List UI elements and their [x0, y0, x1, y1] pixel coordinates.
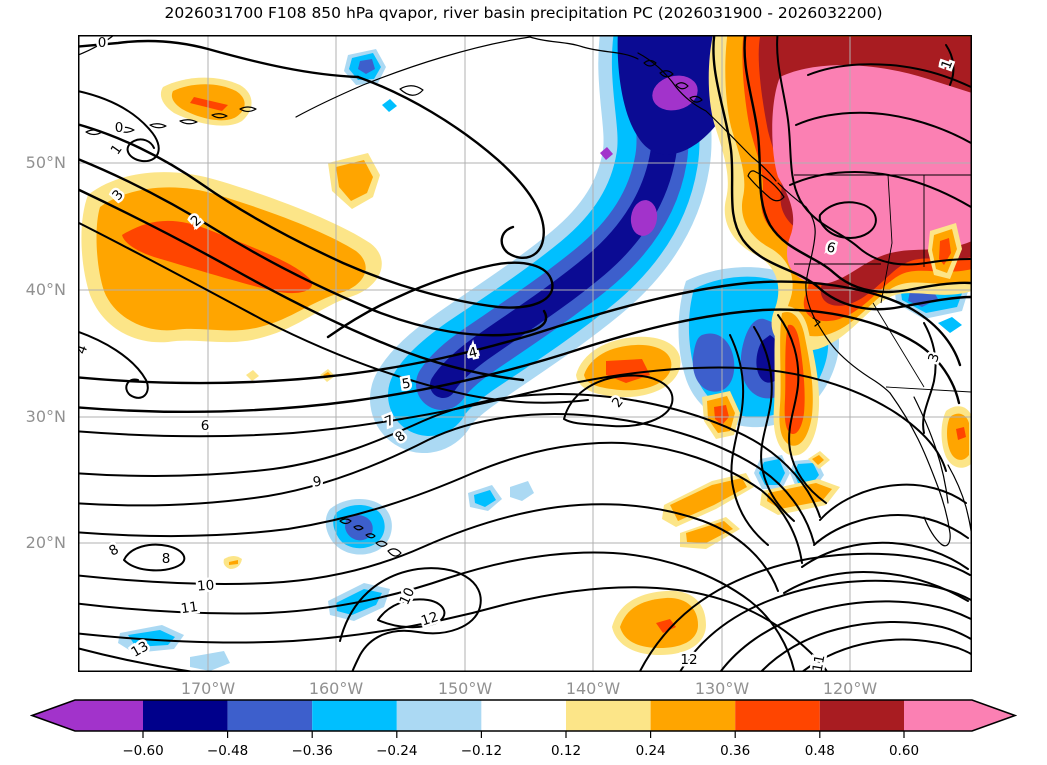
svg-text:0.60: 0.60 — [889, 743, 919, 759]
svg-text:11: 11 — [810, 653, 829, 672]
colorbar-seg-4 — [396, 700, 482, 731]
svg-text:0: 0 — [98, 35, 107, 51]
svg-text:12: 12 — [680, 652, 697, 668]
svg-text:6: 6 — [201, 418, 210, 434]
colorbar-seg-1 — [143, 700, 228, 731]
svg-text:8: 8 — [162, 551, 171, 567]
svg-text:9: 9 — [312, 473, 323, 490]
x-tick-150W: 150°W — [437, 679, 493, 698]
x-tick-160W: 160°W — [308, 679, 364, 698]
x-tick-130W: 130°W — [694, 679, 750, 698]
plot-title: 2026031700 F108 850 hPa qvapor, river ba… — [164, 4, 883, 22]
svg-text:1: 1 — [108, 142, 126, 158]
svg-text:0.36: 0.36 — [720, 743, 750, 759]
svg-text:−0.12: −0.12 — [461, 743, 502, 759]
colorbar-under-arrow — [32, 700, 143, 731]
colorbar-ticks — [142, 731, 905, 738]
colorbar-seg-2 — [227, 700, 313, 731]
svg-text:−0.36: −0.36 — [292, 743, 333, 759]
svg-text:12: 12 — [419, 609, 440, 630]
svg-text:0.12: 0.12 — [551, 743, 581, 759]
svg-text:11: 11 — [180, 599, 199, 617]
x-tick-120W: 120°W — [822, 679, 878, 698]
x-tick-170W: 170°W — [180, 679, 236, 698]
map-frame — [78, 35, 972, 672]
qvapor-contours — [78, 35, 972, 672]
y-tick-30N: 30°N — [25, 407, 66, 426]
svg-text:10: 10 — [197, 577, 215, 594]
y-tick-40N: 40°N — [25, 280, 66, 299]
svg-text:0.24: 0.24 — [636, 743, 666, 759]
y-tick-50N: 50°N — [25, 153, 66, 172]
svg-text:0: 0 — [115, 120, 124, 136]
svg-text:0.48: 0.48 — [805, 743, 835, 759]
colorbar-seg-3 — [312, 700, 397, 731]
colorbar-seg-9 — [819, 700, 904, 731]
colorbar-seg-6 — [566, 700, 651, 731]
colorbar-seg-8 — [735, 700, 820, 731]
x-tick-140W: 140°W — [565, 679, 621, 698]
colorbar-seg-7 — [650, 700, 736, 731]
colorbar: −0.60 −0.48 −0.36 −0.24 −0.12 0.12 0.24 … — [30, 699, 1017, 759]
colorbar-outline — [30, 699, 1017, 732]
svg-text:−0.24: −0.24 — [376, 743, 417, 759]
svg-text:8: 8 — [106, 541, 121, 559]
svg-text:4: 4 — [78, 343, 91, 357]
svg-text:−0.60: −0.60 — [122, 743, 163, 759]
colorbar-seg-5 — [481, 700, 566, 731]
y-tick-20N: 20°N — [25, 533, 66, 552]
colorbar-over-arrow — [904, 700, 1015, 731]
map-canvas: 0 0 1 3 2 4 4 5 6 7 8 9 8 8 10 11 13 10 … — [78, 35, 972, 672]
colorbar-tick-labels: −0.60 −0.48 −0.36 −0.24 −0.12 0.12 0.24 … — [122, 743, 919, 759]
svg-text:−0.48: −0.48 — [207, 743, 248, 759]
